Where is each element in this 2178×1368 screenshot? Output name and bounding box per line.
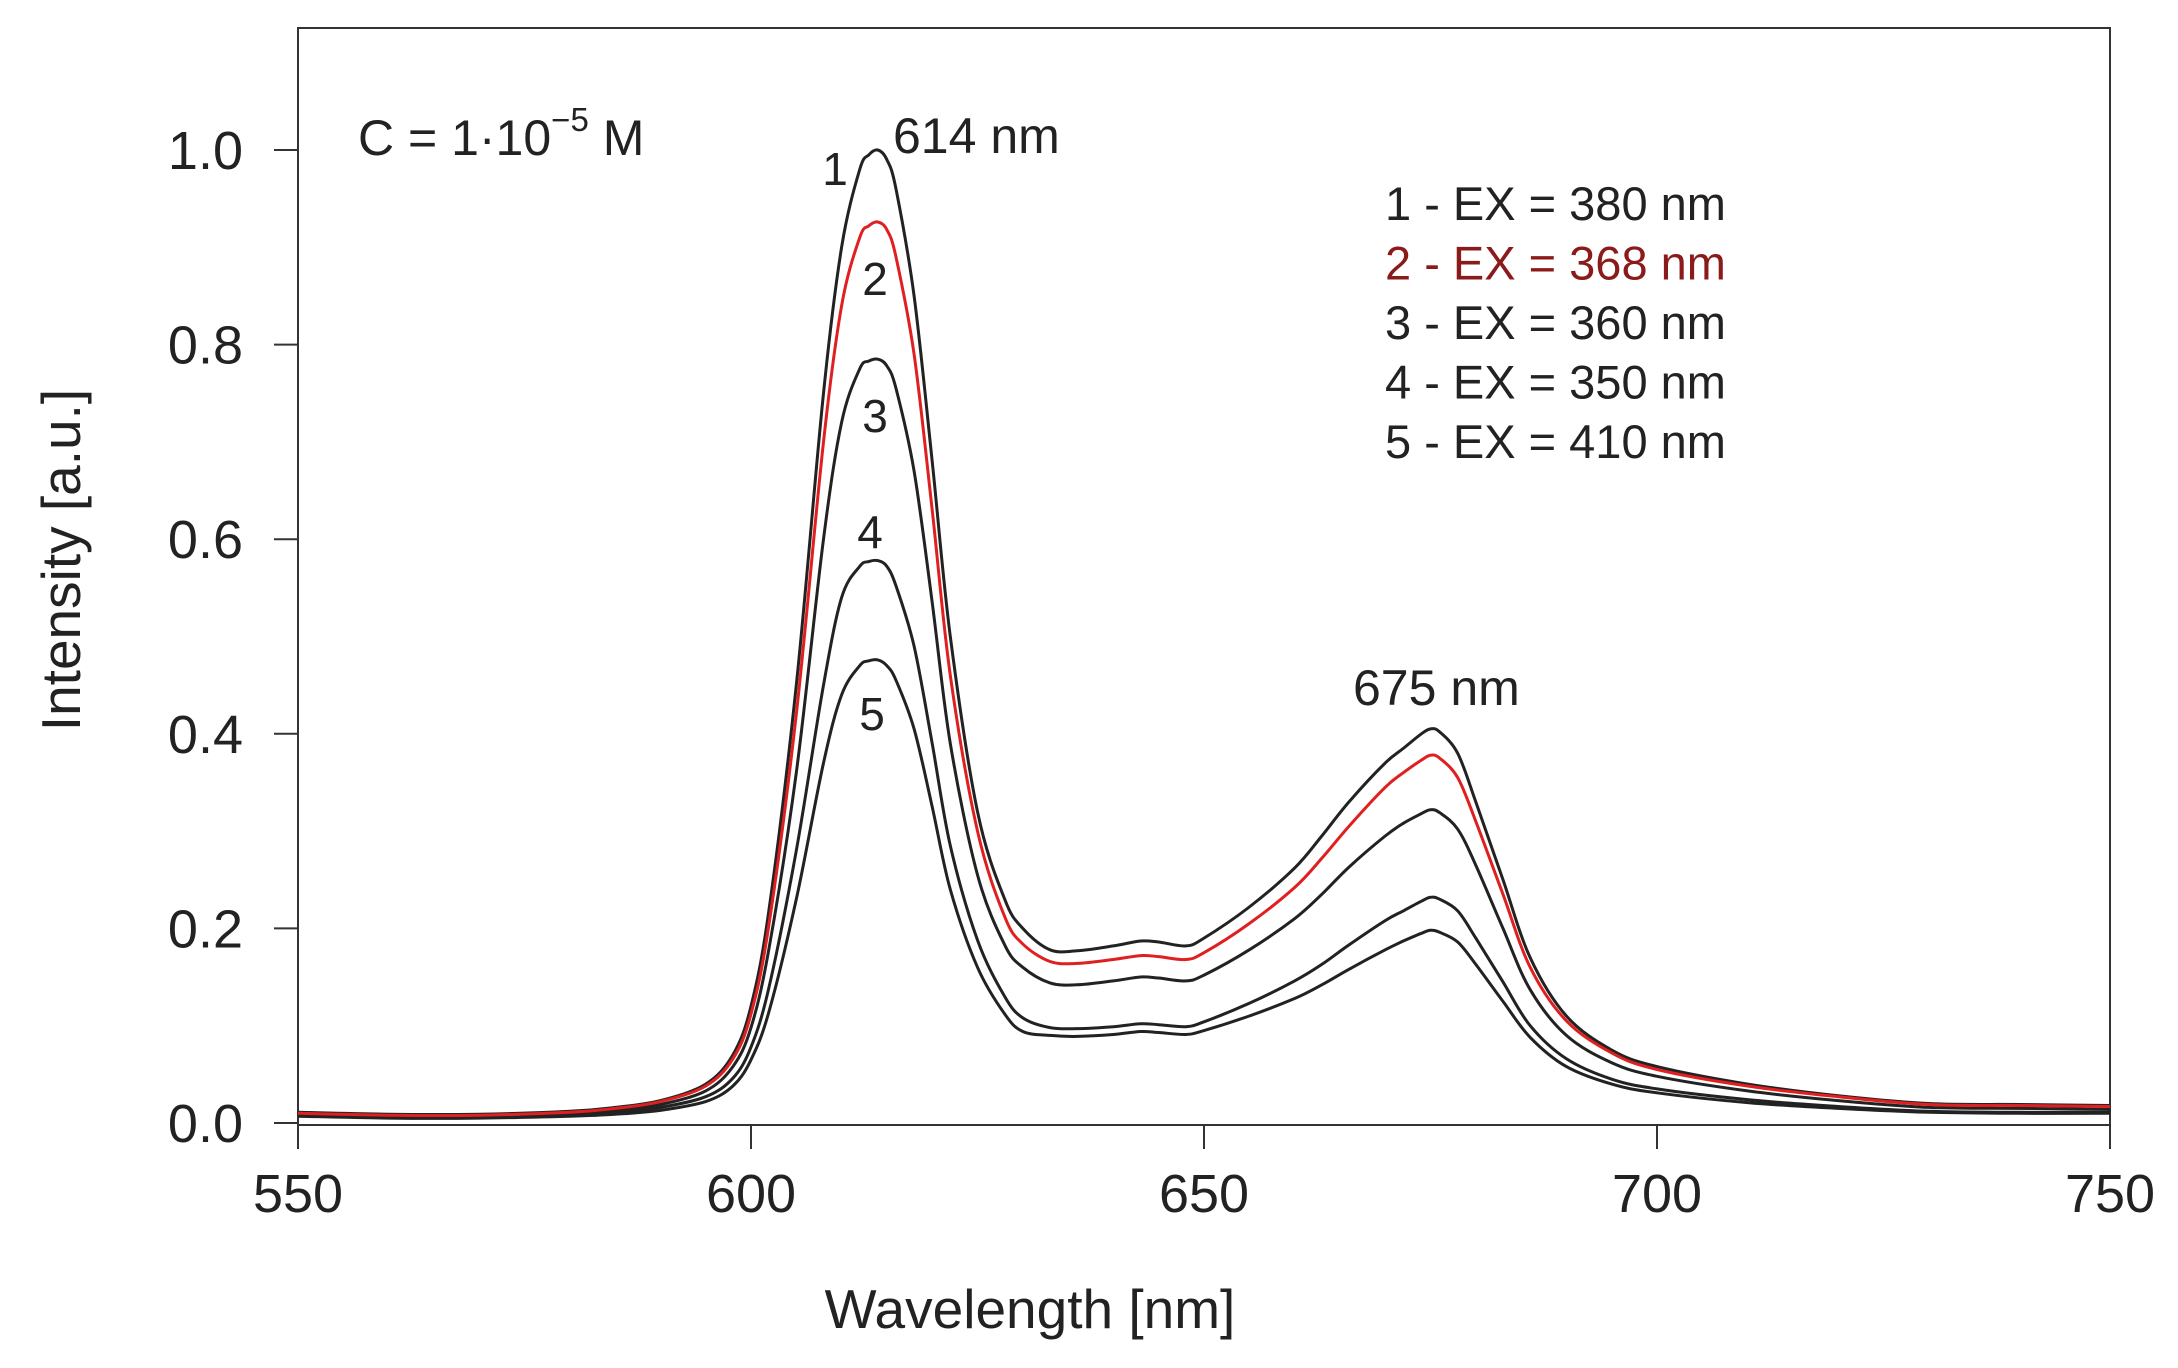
series-line-4 — [297, 558, 2111, 1119]
curve-label-1: 1 — [822, 143, 848, 195]
series-layer — [297, 148, 2111, 1120]
legend-entry-1: 1 - EX = 380 nm — [1385, 177, 1726, 230]
x-axis: 550 600 650 700 750 — [253, 1125, 2155, 1224]
legend-entry-2: 2 - EX = 368 nm — [1385, 237, 1726, 290]
y-tick-label: 0.2 — [168, 899, 243, 959]
y-tick-label: 0.4 — [168, 705, 243, 765]
legend: 1 - EX = 380 nm 2 - EX = 368 nm 3 - EX = 3… — [1385, 177, 1726, 468]
y-axis-title: Intensity [a.u.] — [30, 389, 92, 731]
peak-614-label: 614 nm — [893, 108, 1060, 164]
legend-entry-5: 5 - EX = 410 nm — [1385, 415, 1726, 468]
x-tick-label: 700 — [1612, 1164, 1702, 1224]
x-tick-label: 650 — [1159, 1164, 1249, 1224]
y-tick-label: 0.8 — [168, 316, 243, 376]
series-line-5 — [297, 658, 2111, 1120]
y-tick-label: 1.0 — [168, 121, 243, 181]
x-tick-label: 750 — [2065, 1164, 2155, 1224]
series-line-2 — [297, 220, 2111, 1118]
annotations: C = 1·10−5 M 614 nm 675 nm — [358, 101, 1520, 716]
curve-labels: 1 2 3 4 5 — [822, 143, 888, 740]
x-tick-label: 550 — [253, 1164, 343, 1224]
plot-border — [297, 27, 2111, 1126]
legend-entry-4: 4 - EX = 350 nm — [1385, 356, 1726, 409]
plot-frame — [297, 27, 2111, 1126]
curve-label-4: 4 — [857, 506, 883, 558]
series-line-1 — [297, 148, 2111, 1117]
curve-label-2: 2 — [862, 253, 888, 305]
curve-label-3: 3 — [862, 390, 888, 442]
y-tick-label: 0.0 — [168, 1094, 243, 1154]
curve-label-5: 5 — [859, 688, 885, 740]
concentration-annotation: C = 1·10−5 M — [358, 101, 644, 166]
legend-entry-3: 3 - EX = 360 nm — [1385, 296, 1726, 349]
x-tick-label: 600 — [706, 1164, 796, 1224]
series-line-3 — [297, 357, 2111, 1119]
peak-675-label: 675 nm — [1353, 660, 1520, 716]
y-tick-label: 0.6 — [168, 510, 243, 570]
x-axis-title: Wavelength [nm] — [825, 1278, 1236, 1340]
y-axis: 0.0 0.2 0.4 0.6 0.8 1.0 — [168, 121, 298, 1154]
